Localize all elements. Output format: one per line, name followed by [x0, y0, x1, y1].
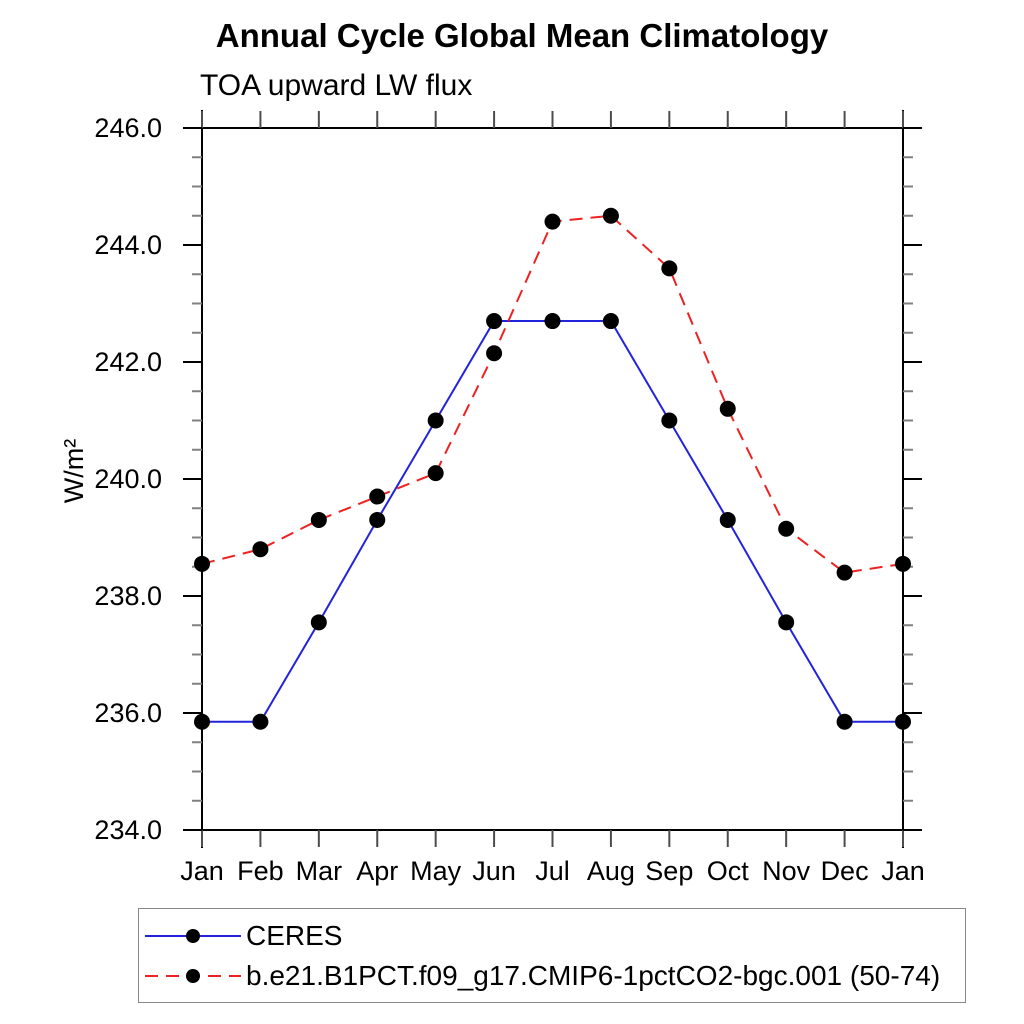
y-tick-label: 240.0	[94, 464, 162, 494]
y-tick-label: 234.0	[94, 815, 162, 845]
y-axis-ticks	[183, 127, 922, 831]
series-model	[194, 207, 911, 581]
legend-item-ceres: CERES	[143, 919, 965, 953]
legend-label-ceres: CERES	[246, 919, 343, 951]
x-tick-label: Mar	[296, 856, 343, 886]
data-point	[895, 555, 911, 572]
y-tick-label: 236.0	[94, 698, 162, 728]
legend-line-sample-dashed	[145, 968, 241, 983]
legend-label-model: b.e21.B1PCT.f09_g17.CMIP6-1pctCO2-bgc.00…	[246, 959, 941, 991]
data-point	[778, 614, 795, 631]
x-axis-ticks	[201, 111, 904, 847]
x-tick-label: Jan	[180, 856, 224, 886]
legend-line-sample-solid	[145, 928, 241, 943]
data-point	[369, 511, 386, 528]
data-point	[661, 412, 678, 429]
data-point	[719, 400, 736, 417]
data-point	[194, 555, 210, 572]
data-point	[661, 260, 678, 277]
x-tick-label: Dec	[821, 856, 869, 886]
data-point	[310, 511, 327, 528]
data-point	[544, 213, 561, 230]
y-tick-label: 242.0	[94, 347, 162, 377]
y-tick-label: 246.0	[94, 113, 162, 143]
data-point	[252, 713, 269, 730]
data-point	[602, 313, 619, 330]
data-point	[778, 520, 795, 537]
data-point	[895, 713, 911, 730]
y-axis-tick-labels: 234.0 236.0 238.0 240.0 242.0 244.0 246.0	[94, 113, 162, 845]
x-tick-label: Sep	[645, 856, 693, 886]
x-tick-label: Jul	[535, 856, 570, 886]
data-point	[369, 488, 386, 505]
x-tick-label: Jun	[472, 856, 516, 886]
x-tick-label: May	[410, 856, 462, 886]
data-point	[486, 313, 503, 330]
series-ceres	[194, 313, 911, 730]
x-tick-label: Feb	[237, 856, 284, 886]
x-axis-tick-labels: Jan Feb Mar Apr May Jun Jul Aug Sep Oct Nov Dec Jan	[180, 856, 925, 886]
data-point	[427, 465, 444, 482]
data-point	[544, 313, 561, 330]
data-point	[310, 614, 327, 631]
data-point	[252, 541, 269, 558]
y-tick-label: 244.0	[94, 230, 162, 260]
x-tick-label: Oct	[707, 856, 750, 886]
data-point	[427, 412, 444, 429]
data-point	[486, 345, 503, 362]
x-tick-label: Jan	[881, 856, 925, 886]
x-tick-label: Apr	[356, 856, 398, 886]
data-point	[836, 564, 853, 581]
y-tick-label: 238.0	[94, 581, 162, 611]
legend: CERES b.e21.B1PCT.f09_g17.CMIP6-1pctCO2-…	[138, 908, 966, 1003]
data-point	[719, 511, 736, 528]
x-tick-label: Aug	[587, 856, 635, 886]
data-point	[194, 713, 210, 730]
legend-item-model: b.e21.B1PCT.f09_g17.CMIP6-1pctCO2-bgc.00…	[143, 959, 965, 993]
data-point	[836, 713, 853, 730]
chart-subtitle: TOA upward LW flux	[200, 69, 473, 102]
x-tick-label: Nov	[762, 856, 811, 886]
chart-title: Annual Cycle Global Mean Climatology	[215, 17, 829, 54]
data-point	[602, 207, 619, 224]
